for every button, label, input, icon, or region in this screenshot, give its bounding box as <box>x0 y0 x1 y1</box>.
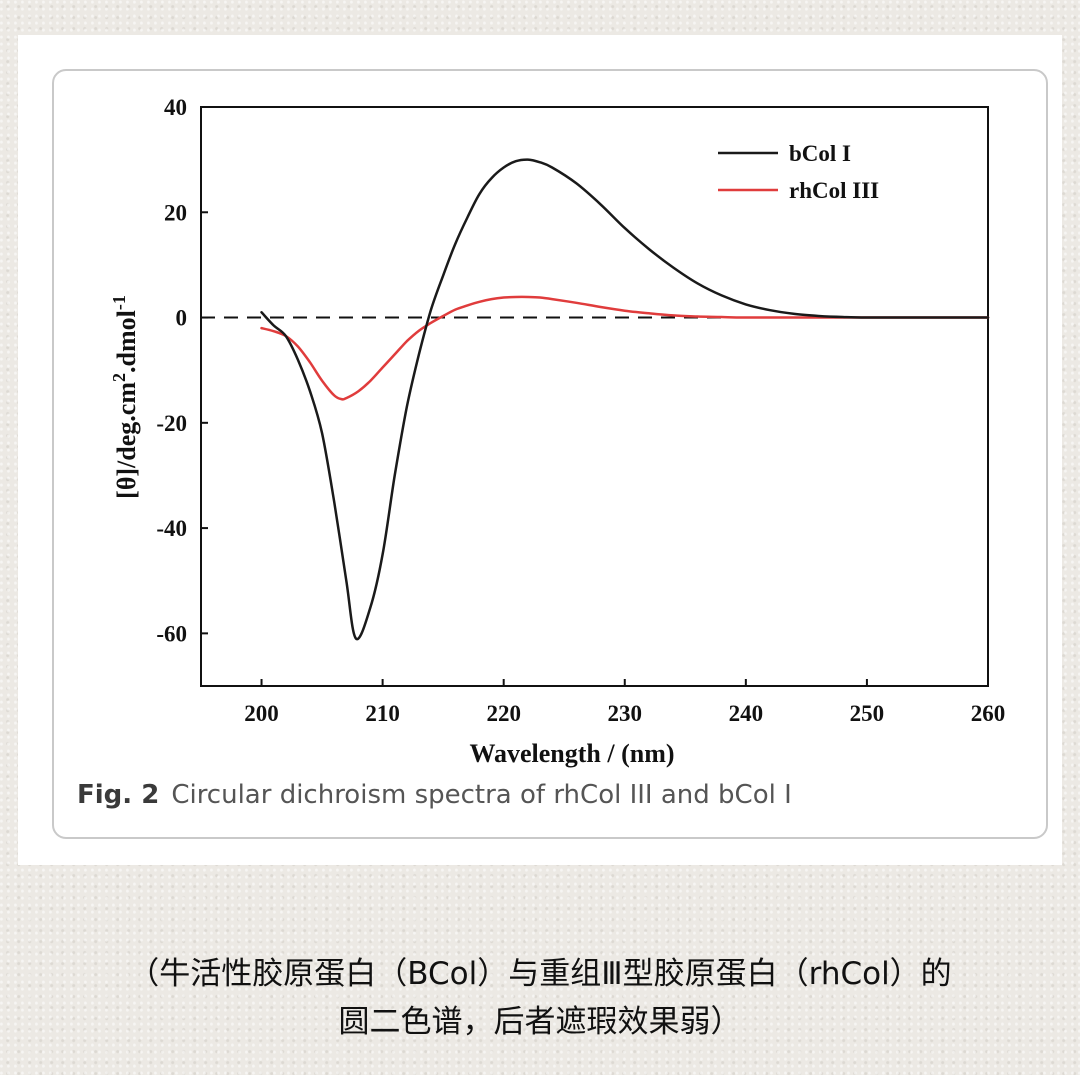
figure-caption-label: Fig. 2 <box>77 780 160 810</box>
series-line-bcol <box>260 158 990 641</box>
y-axis-label-sup1: 2 <box>109 373 129 382</box>
y-tick-label: -40 <box>156 516 187 541</box>
series-layer <box>260 158 990 641</box>
x-tick-label: 240 <box>729 701 764 726</box>
x-tick-label: 220 <box>486 701 521 726</box>
chinese-caption-line-2: 圆二色谱，后者遮瑕效果弱） <box>338 1004 742 1040</box>
chinese-caption-line-1: （牛活性胶原蛋白（BCol）与重组Ⅲ型胶原蛋白（rhCol）的 <box>128 956 952 992</box>
x-tick-label: 200 <box>244 701 279 726</box>
y-axis-label-mid: .dmol <box>112 310 141 373</box>
legend-label-bcol: bCol I <box>789 141 851 166</box>
legend-label-rhcol: rhCol III <box>789 178 879 203</box>
legend: bCol I rhCol III <box>718 141 879 203</box>
y-axis-label-base: [θ]/deg.cm <box>112 382 141 499</box>
series-line-rhcol <box>260 295 990 401</box>
y-tick-label: -20 <box>156 411 187 436</box>
figure-frame <box>52 69 1048 839</box>
chinese-caption: （牛活性胶原蛋白（BCol）与重组Ⅲ型胶原蛋白（rhCol）的 圆二色谱，后者遮… <box>0 950 1080 1046</box>
plot-frame <box>200 106 989 687</box>
x-tick-label: 250 <box>850 701 885 726</box>
y-tick-label: 20 <box>164 200 187 225</box>
y-tick-label: 0 <box>176 306 188 331</box>
y-tick-label: 40 <box>164 95 187 120</box>
x-tick-label: 260 <box>971 701 1006 726</box>
y-axis-label: [θ]/deg.cm2.dmol-1 <box>109 295 141 499</box>
y-tick-label: -60 <box>156 621 187 646</box>
x-axis-label: Wavelength / (nm) <box>469 739 674 768</box>
figure-caption-text: Circular dichroism spectra of rhCol III … <box>171 780 792 810</box>
figure-caption: Fig. 2 Circular dichroism spectra of rhCo… <box>77 780 977 810</box>
x-tick-label: 230 <box>608 701 643 726</box>
y-axis-label-sup2: -1 <box>109 295 129 310</box>
x-tick-label: 210 <box>365 701 400 726</box>
